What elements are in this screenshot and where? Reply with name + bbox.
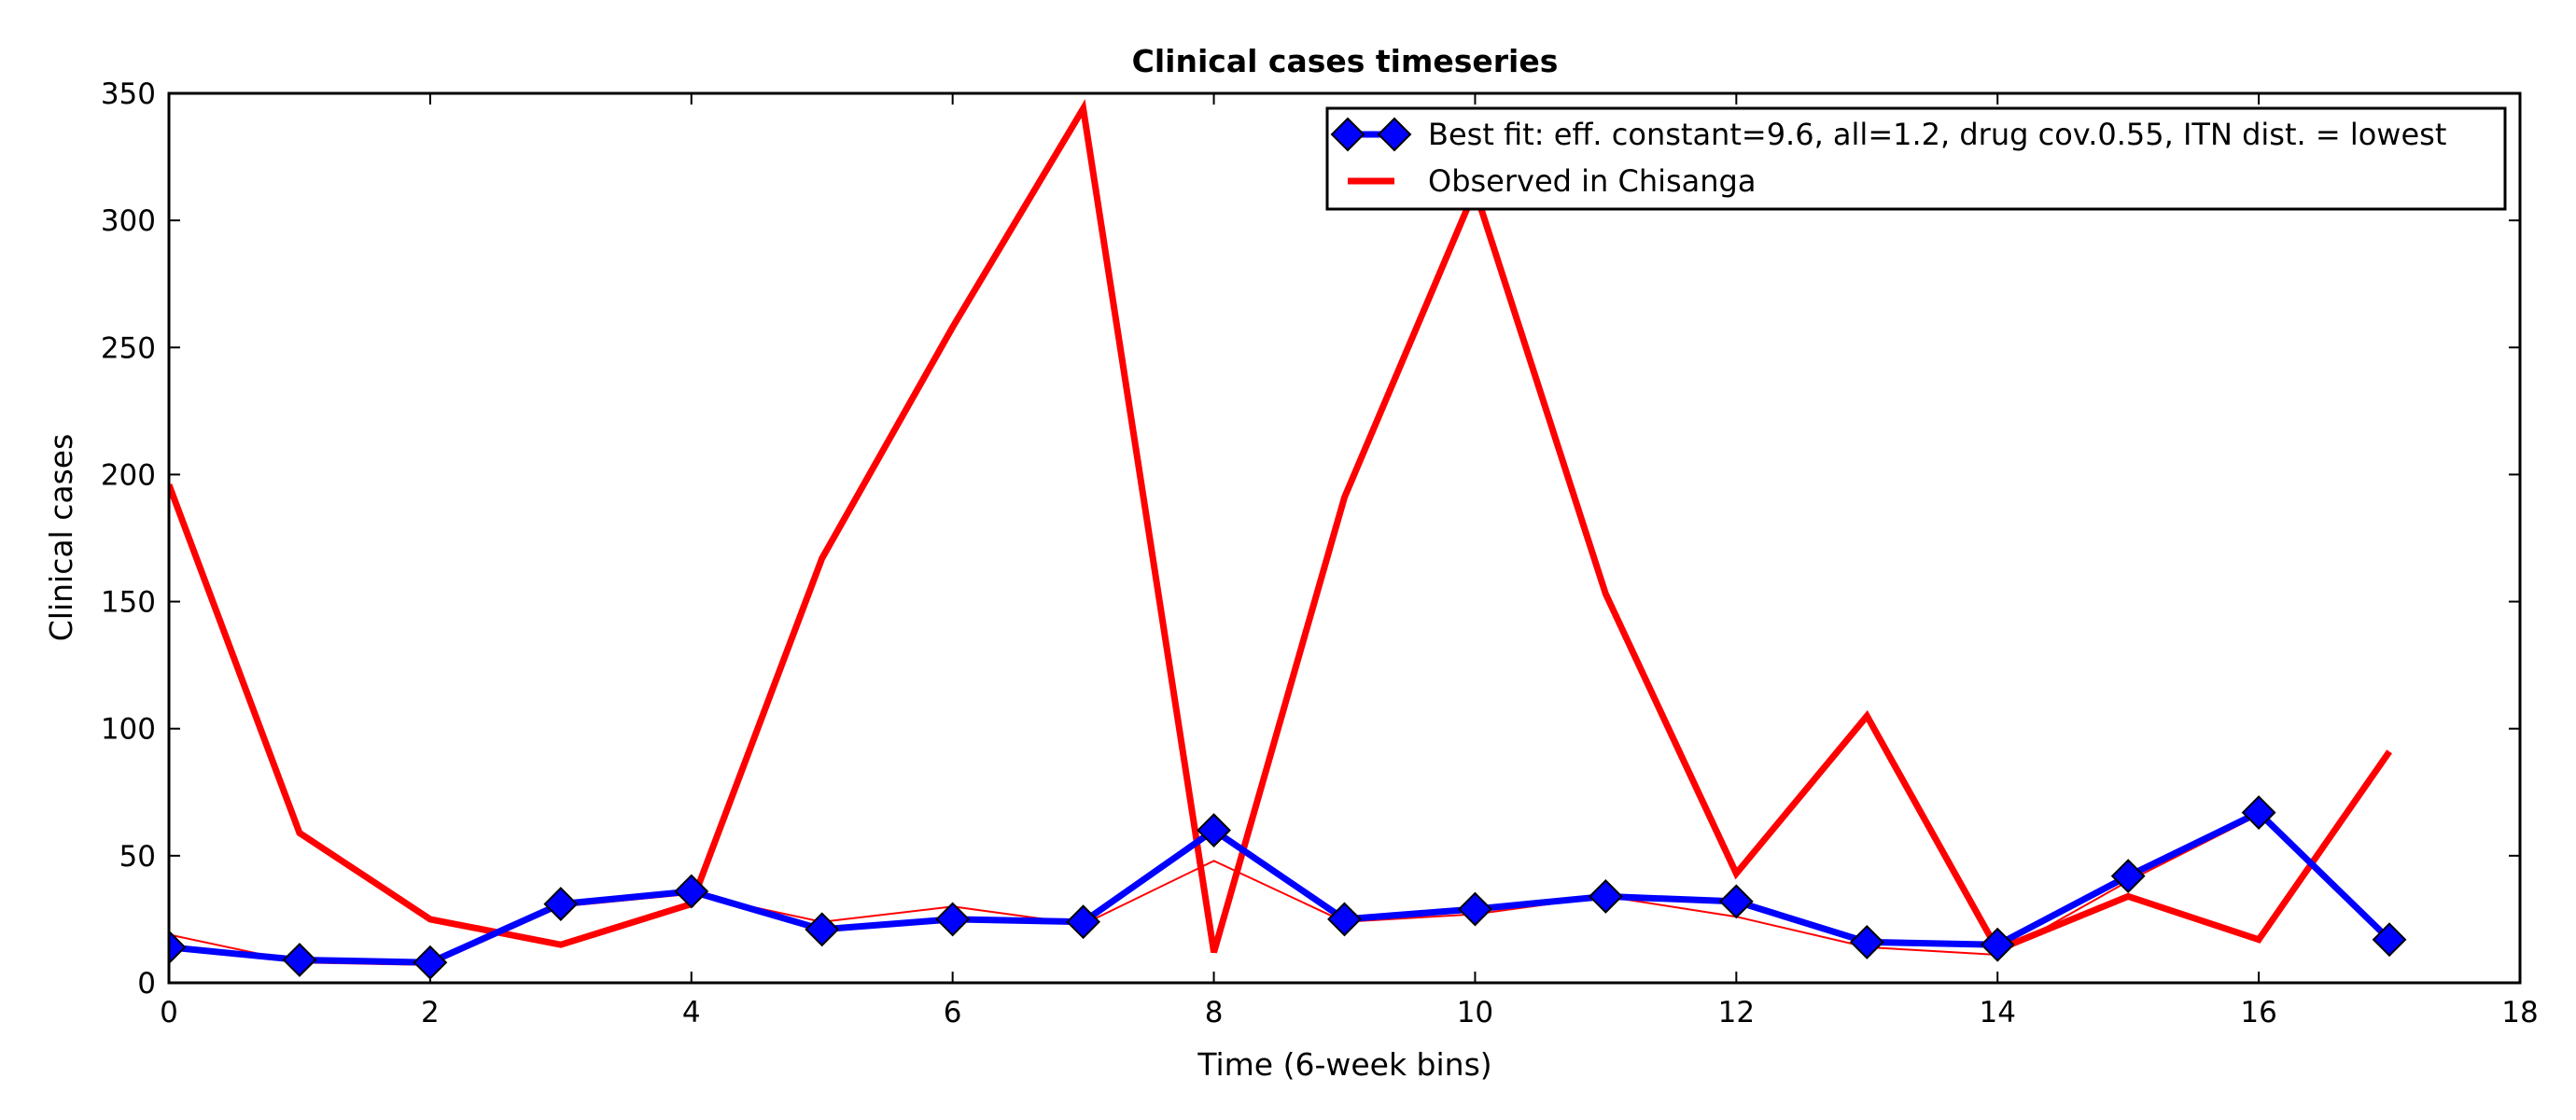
y-tick-label: 350 bbox=[101, 77, 156, 111]
legend-marker-best-fit bbox=[1330, 117, 1365, 152]
series-line-best-fit bbox=[169, 808, 2392, 966]
chart-title: Clinical cases timeseries bbox=[1132, 43, 1559, 79]
y-tick-label: 0 bbox=[137, 967, 156, 1001]
series-point-best-fit bbox=[1197, 813, 1231, 848]
y-tick-label: 300 bbox=[101, 204, 156, 238]
y-tick-label: 150 bbox=[101, 586, 156, 620]
series-point-best-fit bbox=[2372, 922, 2407, 958]
series-line-observed bbox=[169, 99, 2392, 955]
series-point-best-fit bbox=[935, 902, 971, 937]
x-tick-label: 2 bbox=[421, 996, 440, 1029]
x-tick-label: 6 bbox=[944, 996, 962, 1029]
series-point-best-fit bbox=[1980, 927, 2015, 962]
legend-label-best-fit: Best fit: eff. constant=9.6, all=1.2, dr… bbox=[1428, 117, 2446, 152]
series-point-best-fit bbox=[805, 912, 840, 947]
x-tick-label: 12 bbox=[1718, 996, 1755, 1029]
x-tick-label: 0 bbox=[160, 996, 178, 1029]
x-tick-label: 10 bbox=[1457, 996, 1493, 1029]
series-point-best-fit bbox=[2110, 859, 2146, 894]
x-tick-label: 8 bbox=[1205, 996, 1224, 1029]
legend-box bbox=[1325, 106, 2507, 211]
series-point-best-fit bbox=[1849, 925, 1884, 959]
x-tick-label: 14 bbox=[1979, 996, 2015, 1029]
series-point-best-fit bbox=[413, 945, 448, 980]
x-tick-label: 16 bbox=[2240, 996, 2276, 1029]
series-point-best-fit bbox=[1458, 891, 1492, 927]
series-point-best-fit bbox=[1066, 904, 1101, 940]
series-point-best-fit bbox=[2241, 795, 2276, 830]
plot-frame bbox=[167, 91, 2522, 985]
x-tick-label: 4 bbox=[682, 996, 701, 1029]
series-point-best-fit bbox=[1718, 884, 1754, 919]
y-tick-label: 200 bbox=[101, 458, 156, 492]
legend-marker-best-fit bbox=[1377, 117, 1412, 152]
series-point-best-fit bbox=[282, 943, 317, 977]
legend-label-observed: Observed in Chisanga bbox=[1428, 163, 1756, 199]
series-point-best-fit bbox=[543, 887, 579, 922]
series-point-best-fit bbox=[1588, 879, 1623, 914]
series-point-best-fit bbox=[169, 930, 187, 965]
y-tick-label: 50 bbox=[119, 840, 156, 874]
legend: Best fit: eff. constant=9.6, all=1.2, dr… bbox=[1325, 106, 2507, 211]
x-axis-title: Time (6-week bins) bbox=[1197, 1046, 1491, 1083]
plot-background bbox=[169, 93, 2520, 983]
series-group bbox=[169, 99, 2407, 980]
plot-area: 0 2 4 6 8 10 12 14 16 18 0 50 100 150 200 250 300 350 bbox=[101, 77, 2539, 1029]
x-tick-label: 18 bbox=[2501, 996, 2538, 1029]
y-tick-label: 250 bbox=[101, 331, 156, 365]
series-point-best-fit bbox=[674, 874, 709, 909]
y-axis-title: Clinical cases bbox=[43, 434, 79, 642]
series-point-best-fit bbox=[1327, 902, 1362, 937]
y-tick-label: 100 bbox=[101, 713, 156, 747]
